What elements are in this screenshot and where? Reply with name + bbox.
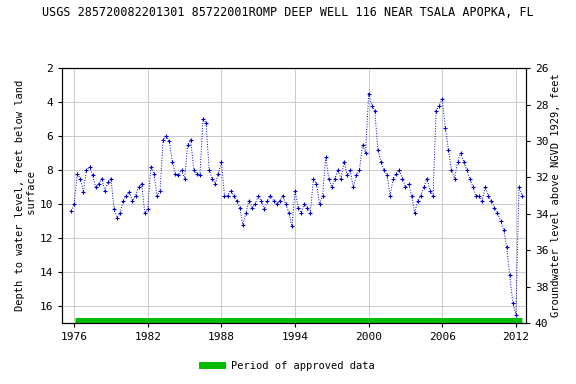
Text: USGS 285720082201301 85722001ROMP DEEP WELL 116 NEAR TSALA APOPKA, FL: USGS 285720082201301 85722001ROMP DEEP W… — [42, 6, 534, 19]
Y-axis label: Depth to water level, feet below land
 surface: Depth to water level, feet below land su… — [15, 80, 37, 311]
Legend: Period of approved data: Period of approved data — [198, 357, 378, 375]
Y-axis label: Groundwater level above NGVD 1929, feet: Groundwater level above NGVD 1929, feet — [551, 74, 561, 318]
